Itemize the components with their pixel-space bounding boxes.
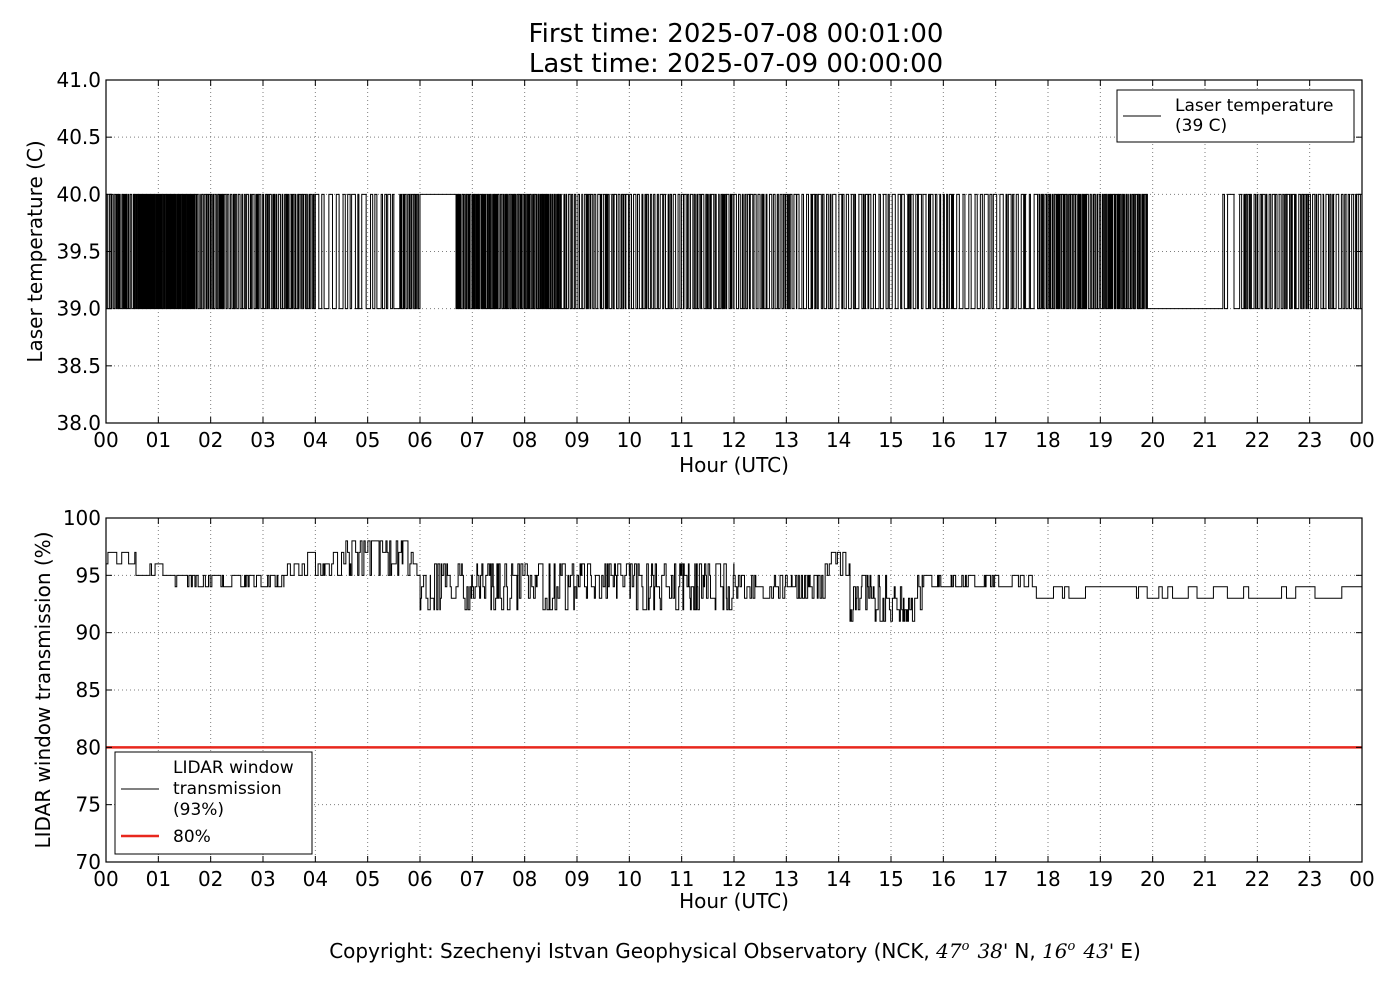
x-tick-label: 00 [93, 428, 118, 452]
x-tick-label: 04 [303, 867, 328, 891]
y-tick-label: 85 [76, 678, 101, 702]
latitude-degree-mark: o [962, 939, 970, 954]
laser-legend: Laser temperature(39 C) [1116, 89, 1355, 143]
x-tick-label: 05 [355, 867, 380, 891]
copyright-prefix: Copyright: Szechenyi Istvan Geophysical … [329, 939, 936, 963]
first-time-title: First time: 2025-07-08 00:01:00 [529, 19, 944, 49]
x-tick-label: 13 [774, 867, 799, 891]
y-tick-label: 75 [76, 793, 101, 817]
x-tick-label: 15 [878, 428, 903, 452]
copyright-footer: Copyright: Szechenyi Istvan Geophysical … [329, 939, 1141, 963]
x-tick-label: 16 [931, 428, 956, 452]
x-tick-label: 03 [250, 867, 275, 891]
x-tick-label: 06 [407, 428, 432, 452]
x-tick-label: 01 [146, 867, 171, 891]
x-tick-label: 07 [460, 428, 485, 452]
last-time-title: Last time: 2025-07-09 00:00:00 [529, 49, 943, 79]
lidar-grid [106, 518, 1362, 862]
x-tick-label: 20 [1140, 867, 1165, 891]
legend-label-line1: Laser temperature [1175, 96, 1333, 116]
x-tick-label: 00 [93, 867, 118, 891]
latitude-hemisphere: N, [1014, 939, 1042, 963]
x-axis-label: Hour (UTC) [679, 889, 789, 913]
y-tick-label: 40.0 [56, 182, 101, 206]
x-tick-label: 16 [931, 867, 956, 891]
x-tick-label: 05 [355, 428, 380, 452]
x-tick-label: 20 [1140, 428, 1165, 452]
x-tick-label: 11 [669, 428, 694, 452]
laser-series-line [106, 193, 1362, 310]
x-tick-label: 00 [1349, 867, 1374, 891]
x-tick-label: 12 [721, 867, 746, 891]
x-tick-label: 09 [564, 428, 589, 452]
y-tick-label: 39.5 [56, 240, 101, 264]
x-tick-label: 21 [1192, 867, 1217, 891]
x-tick-label: 19 [1088, 428, 1113, 452]
longitude-hemisphere: E) [1120, 939, 1140, 963]
x-tick-label: 19 [1088, 867, 1113, 891]
lidar-transmission-plot: 00 01 02 03 04 05 06 07 08 09 10 11 12 13 14 15 16 17 18 19… [31, 506, 1375, 913]
x-tick-label: 06 [407, 867, 432, 891]
x-tick-label: 13 [774, 428, 799, 452]
lidar-series-line [106, 540, 1362, 622]
longitude-degrees: 16 [1042, 939, 1068, 963]
x-tick-label: 23 [1297, 867, 1322, 891]
legend-label-threshold: 80% [173, 827, 211, 847]
x-tick-label: 09 [564, 867, 589, 891]
x-tick-label: 11 [669, 867, 694, 891]
x-tick-label: 22 [1245, 867, 1270, 891]
x-tick-label: 02 [198, 428, 223, 452]
x-tick-label: 08 [512, 867, 537, 891]
y-tick-label: 38.5 [56, 354, 101, 378]
x-tick-label: 14 [826, 867, 851, 891]
y-tick-label: 39.0 [56, 297, 101, 321]
laser-temperature-plot: 00 01 02 03 04 05 06 07 08 09 10 11 12 13 14 15 16 17 18 19… [23, 68, 1375, 477]
x-tick-label: 23 [1297, 428, 1322, 452]
legend-label-line2: (39 C) [1175, 116, 1227, 136]
y-tick-label: 41.0 [56, 68, 101, 92]
x-tick-label: 18 [1035, 428, 1060, 452]
y-tick-label: 95 [76, 563, 101, 587]
legend-label-line1: LIDAR window [173, 758, 294, 778]
legend-label-line2: transmission [173, 779, 282, 799]
x-tick-label: 12 [721, 428, 746, 452]
x-tick-label: 21 [1192, 428, 1217, 452]
x-tick-label: 08 [512, 428, 537, 452]
x-tick-label: 04 [303, 428, 328, 452]
x-tick-label: 10 [617, 867, 642, 891]
y-tick-label: 100 [63, 506, 101, 530]
y-tick-label: 80 [76, 735, 101, 759]
x-tick-label: 18 [1035, 867, 1060, 891]
x-tick-label: 17 [983, 428, 1008, 452]
x-tick-label: 02 [198, 867, 223, 891]
legend-label-line3: (93%) [173, 800, 224, 820]
y-tick-label: 70 [76, 850, 101, 874]
x-tick-label: 17 [983, 867, 1008, 891]
x-tick-label: 07 [460, 867, 485, 891]
x-tick-label: 15 [878, 867, 903, 891]
x-axis-label: Hour (UTC) [679, 453, 789, 477]
latitude-minutes: 38' [977, 939, 1008, 963]
x-tick-label: 03 [250, 428, 275, 452]
x-tick-label: 14 [826, 428, 851, 452]
y-tick-label: 90 [76, 621, 101, 645]
x-tick-label: 01 [146, 428, 171, 452]
longitude-minutes: 43' [1082, 939, 1114, 963]
x-tick-label: 22 [1245, 428, 1270, 452]
latitude-degrees: 47 [935, 939, 962, 963]
x-tick-label: 10 [617, 428, 642, 452]
y-tick-label: 38.0 [56, 411, 101, 435]
longitude-degree-mark: o [1068, 939, 1076, 954]
y-axis-label: Laser temperature (C) [23, 140, 47, 362]
x-tick-label: 00 [1349, 428, 1374, 452]
y-tick-label: 40.5 [56, 125, 101, 149]
y-axis-label: LIDAR window transmission (%) [31, 532, 55, 849]
